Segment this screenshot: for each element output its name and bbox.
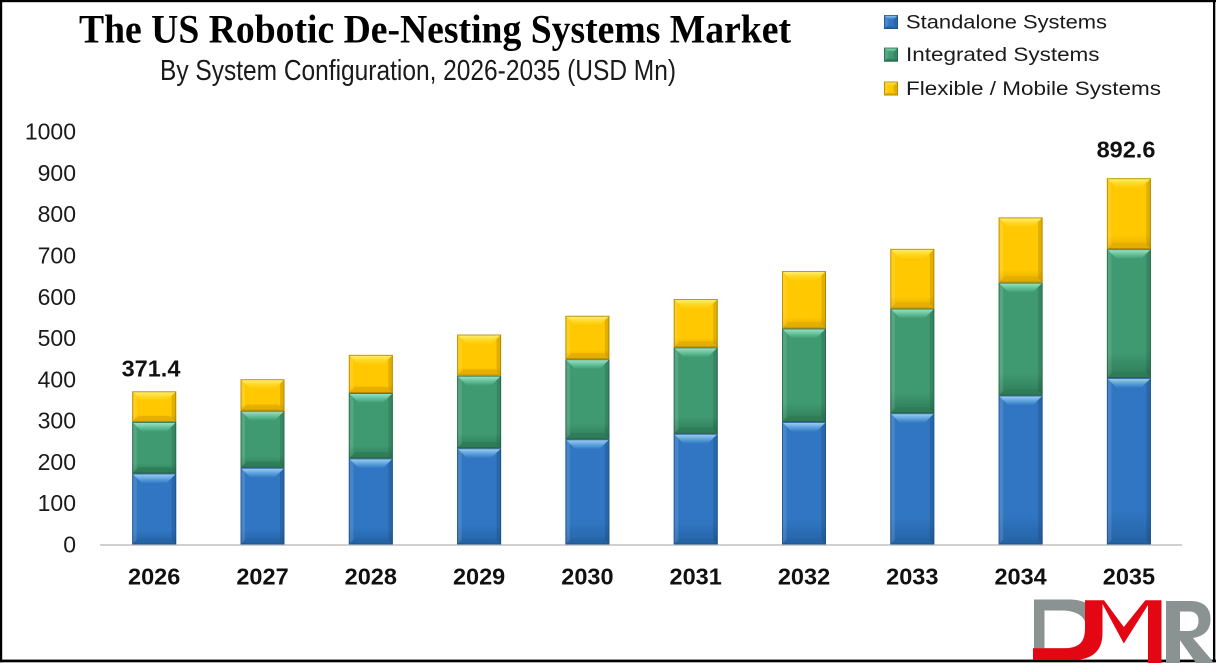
svg-text:1000: 1000	[25, 119, 76, 145]
svg-text:2033: 2033	[886, 564, 938, 590]
svg-text:Standalone Systems: Standalone Systems	[906, 12, 1107, 34]
svg-text:800: 800	[38, 201, 76, 227]
svg-text:100: 100	[38, 490, 76, 516]
svg-text:2027: 2027	[236, 564, 288, 590]
svg-text:200: 200	[38, 449, 76, 475]
svg-text:900: 900	[38, 160, 76, 186]
svg-text:The US Robotic De-Nesting Syst: The US Robotic De-Nesting Systems Market	[79, 7, 792, 52]
svg-text:700: 700	[38, 243, 76, 269]
svg-text:400: 400	[38, 366, 76, 392]
svg-text:Flexible / Mobile Systems: Flexible / Mobile Systems	[906, 78, 1161, 100]
svg-text:2032: 2032	[778, 564, 830, 590]
svg-text:2028: 2028	[345, 564, 397, 590]
svg-text:300: 300	[38, 408, 76, 434]
svg-text:2029: 2029	[453, 564, 505, 590]
svg-text:371.4: 371.4	[122, 356, 181, 382]
svg-text:600: 600	[38, 284, 76, 310]
svg-text:2034: 2034	[994, 564, 1046, 590]
svg-text:2030: 2030	[561, 564, 613, 590]
svg-text:Integrated Systems: Integrated Systems	[906, 44, 1100, 66]
svg-text:0: 0	[63, 532, 76, 558]
svg-text:By System Configuration, 2026-: By System Configuration, 2026-2035 (USD …	[160, 55, 676, 87]
svg-text:2035: 2035	[1103, 564, 1155, 590]
svg-text:500: 500	[38, 325, 76, 351]
svg-text:892.6: 892.6	[1097, 137, 1156, 163]
svg-text:2031: 2031	[670, 564, 722, 590]
svg-text:2026: 2026	[128, 564, 180, 590]
